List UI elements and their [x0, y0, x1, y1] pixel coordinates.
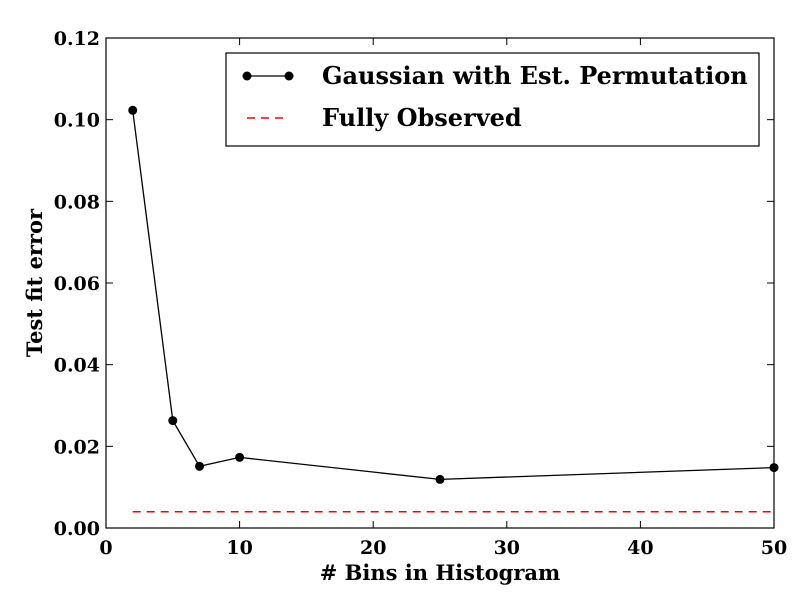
x-axis: 0 10 20 30 40 50 — [99, 38, 787, 559]
legend-swatch-marker — [284, 71, 294, 81]
x-tick-label: 50 — [761, 537, 787, 559]
legend-box — [225, 52, 760, 147]
legend-swatch-marker — [242, 71, 252, 81]
y-tick-label: 0.04 — [54, 355, 100, 377]
y-tick-label: 0.06 — [54, 273, 100, 295]
data-point — [435, 474, 445, 484]
x-tick-label: 30 — [494, 537, 520, 559]
x-tick-label: 20 — [360, 537, 386, 559]
data-point — [769, 463, 779, 473]
legend-label: Gaussian with Est. Permutation — [322, 61, 748, 90]
data-point — [168, 416, 178, 426]
data-point — [128, 105, 138, 115]
x-tick-label: 40 — [627, 537, 653, 559]
series-layer — [128, 105, 779, 513]
y-tick-label: 0.08 — [54, 191, 100, 213]
x-tick-label: 10 — [226, 537, 252, 559]
data-point — [195, 461, 205, 471]
y-tick-label: 0.10 — [54, 110, 100, 132]
y-tick-label: 0.02 — [54, 436, 100, 458]
x-tick-label: 0 — [99, 537, 112, 559]
series-line-0 — [132, 110, 775, 481]
y-axis-label: Test fit error — [22, 208, 47, 357]
x-axis-label: # Bins in Histogram — [320, 560, 561, 585]
y-tick-label: 0.00 — [54, 518, 100, 540]
data-point — [235, 452, 245, 462]
y-tick-label: 0.12 — [54, 28, 100, 50]
y-axis: 0.00 0.02 0.04 0.06 0.08 0.10 0.12 — [54, 28, 774, 540]
legend-label: Fully Observed — [322, 103, 522, 132]
legend: Gaussian with Est. Permutation Fully Obse… — [225, 52, 760, 147]
